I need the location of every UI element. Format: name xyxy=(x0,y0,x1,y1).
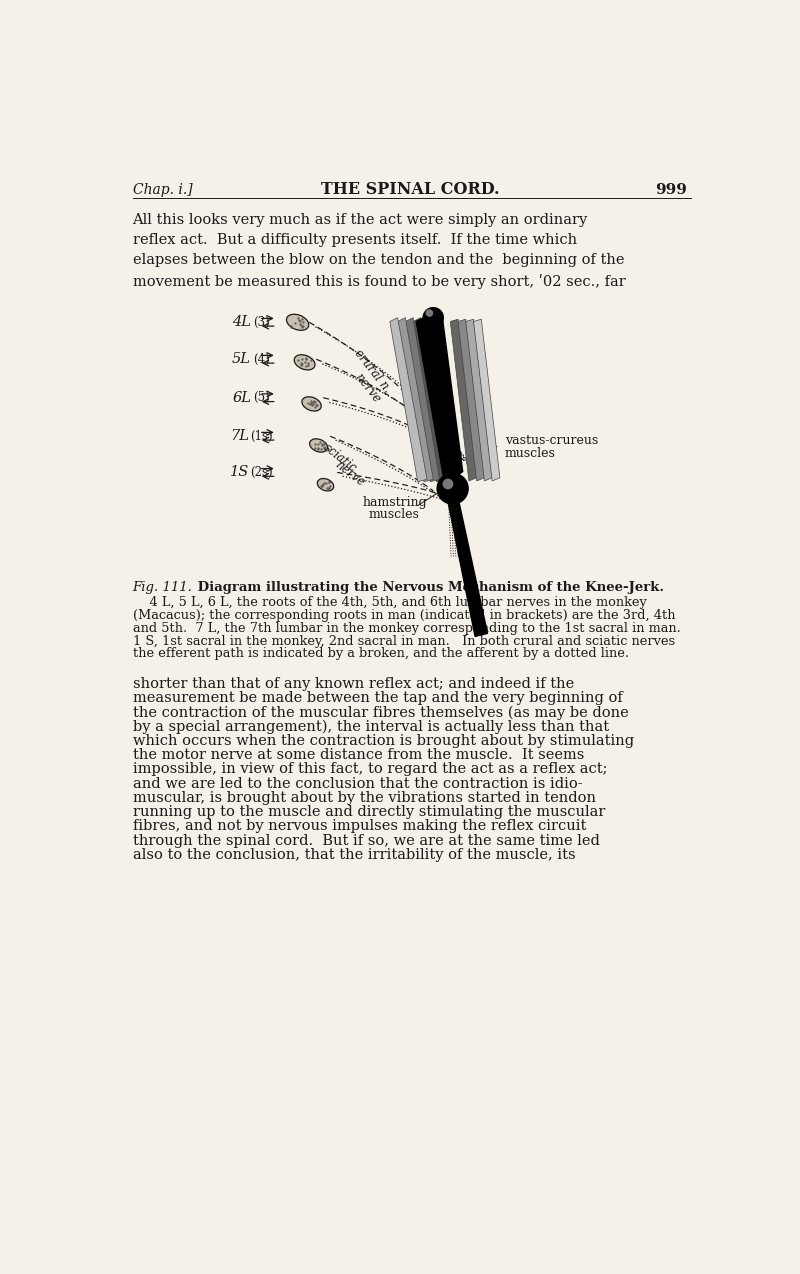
Text: 4 L, 5 L, 6 L, the roots of the 4th, 5th, and 6th lumbar nerves in the monkey: 4 L, 5 L, 6 L, the roots of the 4th, 5th… xyxy=(133,596,646,609)
Polygon shape xyxy=(447,498,487,637)
Text: which occurs when the contraction is brought about by stimulating: which occurs when the contraction is bro… xyxy=(133,734,634,748)
Text: 999: 999 xyxy=(655,183,687,197)
Polygon shape xyxy=(458,320,485,480)
Text: through the spinal cord.  But if so, we are at the same time led: through the spinal cord. But if so, we a… xyxy=(133,833,599,847)
Text: nerve: nerve xyxy=(332,457,367,489)
Text: (4): (4) xyxy=(253,353,270,366)
Text: the efferent path is indicated by a broken, and the afferent by a dotted line.: the efferent path is indicated by a brok… xyxy=(133,647,629,660)
Text: 1 S, 1st sacral in the monkey, 2nd sacral in man.   In both crural and sciatic n: 1 S, 1st sacral in the monkey, 2nd sacra… xyxy=(133,634,674,647)
Text: muscles: muscles xyxy=(505,447,555,460)
Circle shape xyxy=(437,473,468,505)
Text: 4L: 4L xyxy=(232,315,251,329)
Text: running up to the muscle and directly stimulating the muscular: running up to the muscle and directly st… xyxy=(133,805,605,819)
Text: impossible, in view of this fact, to regard the act as a reflex act;: impossible, in view of this fact, to reg… xyxy=(133,762,607,776)
Polygon shape xyxy=(450,320,477,480)
Ellipse shape xyxy=(294,354,315,369)
Text: by a special arrangement), the interval is actually less than that: by a special arrangement), the interval … xyxy=(133,720,609,734)
Text: 7L: 7L xyxy=(230,429,249,443)
Text: (5): (5) xyxy=(253,391,270,404)
Text: Fig. 111.: Fig. 111. xyxy=(133,581,193,594)
Text: 6L: 6L xyxy=(232,391,251,405)
Circle shape xyxy=(426,310,434,317)
Text: shorter than that of any known reflex act; and indeed if the: shorter than that of any known reflex ac… xyxy=(133,676,574,691)
Text: Diagram illustrating the Nervous Mechanism of the Knee-Jerk.: Diagram illustrating the Nervous Mechani… xyxy=(191,581,665,594)
Polygon shape xyxy=(413,317,446,482)
Text: nerve: nerve xyxy=(352,371,383,406)
Text: (3): (3) xyxy=(253,316,270,329)
Polygon shape xyxy=(474,320,500,480)
Text: measurement be made between the tap and the very beginning of: measurement be made between the tap and … xyxy=(133,691,622,705)
Circle shape xyxy=(442,479,454,489)
Ellipse shape xyxy=(318,479,334,490)
Ellipse shape xyxy=(302,396,322,412)
Text: fibres, and not by nervous impulses making the reflex circuit: fibres, and not by nervous impulses maki… xyxy=(133,819,586,833)
Text: the contraction of the muscular fibres themselves (as may be done: the contraction of the muscular fibres t… xyxy=(133,706,628,720)
Text: (2s): (2s) xyxy=(250,466,273,479)
Ellipse shape xyxy=(286,315,309,330)
Polygon shape xyxy=(390,317,427,482)
Text: and we are led to the conclusion that the contraction is idio-: and we are led to the conclusion that th… xyxy=(133,777,582,791)
Text: sciatic: sciatic xyxy=(321,441,359,475)
Text: muscular, is brought about by the vibrations started in tendon: muscular, is brought about by the vibrat… xyxy=(133,791,595,805)
Text: 1S: 1S xyxy=(230,465,249,479)
Polygon shape xyxy=(398,317,434,482)
Text: THE SPINAL CORD.: THE SPINAL CORD. xyxy=(321,181,499,199)
Text: crural n.: crural n. xyxy=(352,348,394,396)
Polygon shape xyxy=(406,317,439,482)
Text: (1s): (1s) xyxy=(250,429,273,443)
Text: vastus-crureus: vastus-crureus xyxy=(505,434,598,447)
Text: and 5th.  7 L, the 7th lumbar in the monkey corresponding to the 1st sacral in m: and 5th. 7 L, the 7th lumbar in the monk… xyxy=(133,622,680,634)
Text: the motor nerve at some distance from the muscle.  It seems: the motor nerve at some distance from th… xyxy=(133,748,584,762)
Circle shape xyxy=(423,307,443,327)
Polygon shape xyxy=(466,320,492,480)
Text: muscles: muscles xyxy=(369,508,420,521)
Text: also to the conclusion, that the irritability of the muscle, its: also to the conclusion, that the irritab… xyxy=(133,847,575,861)
Ellipse shape xyxy=(310,438,327,452)
Text: (Macacus); the corresponding roots in man (indicated in brackets) are the 3rd, 4: (Macacus); the corresponding roots in ma… xyxy=(133,609,675,622)
Text: All this looks very much as if the act were simply an ordinary
reflex act.  But : All this looks very much as if the act w… xyxy=(133,213,626,289)
Text: 5L: 5L xyxy=(232,352,251,366)
Text: Chap. i.]: Chap. i.] xyxy=(133,183,192,197)
Polygon shape xyxy=(416,317,462,480)
Text: hamstring: hamstring xyxy=(362,496,427,508)
